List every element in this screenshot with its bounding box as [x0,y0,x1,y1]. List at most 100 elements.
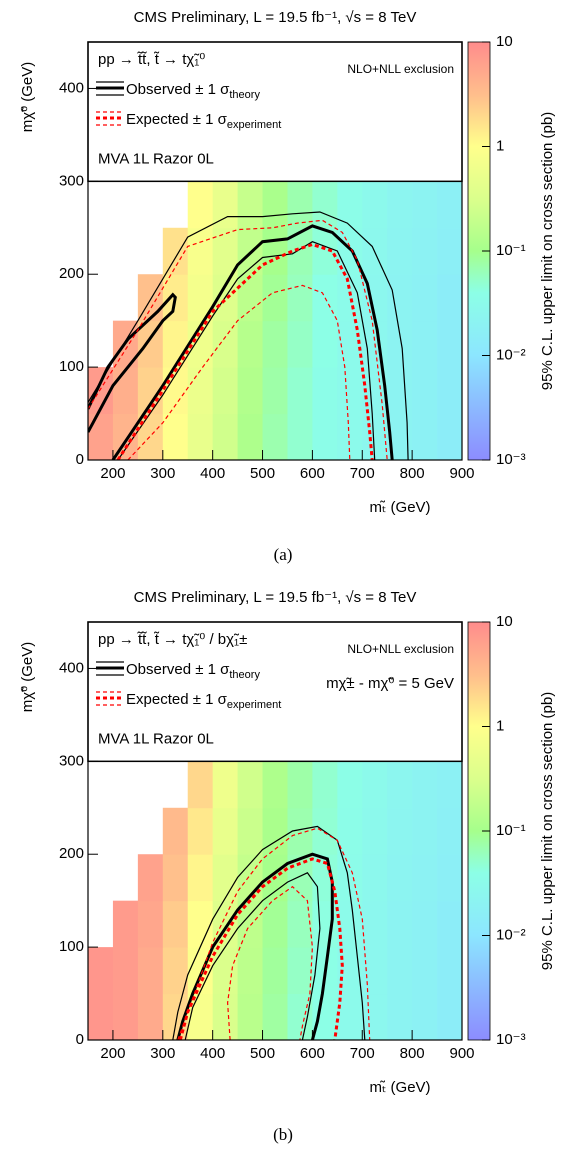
heatmap-cell [412,807,438,855]
heatmap-cell [162,413,189,461]
heatmap-cell [312,900,338,948]
legend-entry: Expected ± 1 σexperiment [126,111,281,131]
heatmap-cell [262,367,288,415]
contour-line [88,292,177,433]
process-label: pp → t̃t̃, t̃ → tχ̃₁⁰ [98,51,205,68]
legend-sub: experiment [227,119,281,131]
legend-sub: experiment [227,699,281,711]
heatmap-cell [137,993,164,1041]
x-tick-label: 700 [350,465,375,482]
heatmap-cell [112,993,139,1041]
legend-entry: Expected ± 1 σexperiment [126,691,281,711]
heatmap-cell [337,413,363,461]
heatmap-cell [137,900,164,948]
heatmap-cell [312,993,338,1041]
heatmap-cell [337,807,363,855]
heatmap-cell [137,854,164,902]
heatmap-cell [212,761,239,809]
y-tick-label: 0 [76,1031,84,1048]
analysis-label: MVA 1L Razor 0L [98,150,214,167]
heatmap-cell [437,413,463,461]
y-tick-label: 400 [59,659,84,676]
colorbar-tick-label: 10⁻³ [496,1031,526,1048]
heatmap-cell [437,761,463,809]
y-tick-label: 300 [59,752,84,769]
heatmap-cell [187,854,214,902]
heatmap-cell [412,993,438,1041]
legend-text: Expected ± 1 σ [126,691,228,708]
y-tick-label: 100 [59,358,84,375]
heatmap-cell [362,761,388,809]
y-tick-label: 300 [59,172,84,189]
x-tick-label: 200 [100,465,125,482]
heatmap-cell [162,320,189,368]
heatmap-cell [337,761,363,809]
heatmap-cell [412,181,438,229]
heatmap-cell [112,900,139,948]
colorbar-label: 95% C.L. upper limit on cross section (p… [539,112,556,390]
contour-line [88,211,409,460]
header: CMS Preliminary, L = 19.5 fb⁻¹, √s = 8 T… [134,9,417,26]
heatmap-cell [262,947,288,995]
heatmap-cell [387,274,413,322]
mass-note: mχ̃± - mχ̃⁰ = 5 GeV [326,675,454,692]
heatmap-cell [337,993,363,1041]
heatmap-cell [237,274,264,322]
caption: (b) [273,1125,293,1144]
contour-line [88,219,388,460]
heatmap-cell [112,947,139,995]
heatmap-cell [287,367,313,415]
heatmap-cell [287,413,313,461]
x-axis-label: mₜ̃ (GeV) [369,499,430,516]
heatmap-cell [112,367,139,415]
y-tick-label: 200 [59,265,84,282]
heatmap-cell [412,947,438,995]
heatmap-cell [287,761,313,809]
legend-text: Expected ± 1 σ [126,111,228,128]
legend-box [87,41,463,183]
contour-line [172,825,366,1040]
heatmap-cell [362,993,388,1041]
heatmap-cell [187,993,214,1041]
heatmap-cell [387,807,413,855]
heatmap-cell [162,947,189,995]
x-tick-label: 600 [300,465,325,482]
heatmap-cell [312,761,338,809]
heatmap-cell [437,274,463,322]
heatmap-cell [387,181,413,229]
heatmap-cell [237,320,264,368]
contour-line [116,242,374,460]
heatmap-cell [237,761,264,809]
heatmap-cell [212,993,239,1041]
contour-line [111,224,394,460]
analysis-label: MVA 1L Razor 0L [98,730,214,747]
heatmap-cell [337,900,363,948]
heatmap-cell [412,900,438,948]
heatmap-cell [162,900,189,948]
heatmap-cell [412,227,438,275]
heatmap-cell [137,413,164,461]
heatmap-cell [437,947,463,995]
heatmap-cell [412,367,438,415]
heatmap-cell [387,900,413,948]
heatmap-cell [212,413,239,461]
heatmap-cell [287,181,313,229]
colorbar-tick-label: 10⁻³ [496,451,526,468]
heatmap-cell [312,367,338,415]
heatmap-cell [262,900,288,948]
heatmap-cell [88,413,114,461]
heatmap-cell [262,413,288,461]
heatmap-cell [212,227,239,275]
heatmap-cell [412,413,438,461]
heatmap-cell [187,181,214,229]
heatmap-cell [412,274,438,322]
contour-line [178,857,344,1040]
heatmap-cell [387,947,413,995]
heatmap-cell [212,854,239,902]
heatmap-cell [287,320,313,368]
heatmap-cell [287,900,313,948]
x-tick-label: 900 [449,1045,474,1062]
x-tick-label: 900 [449,465,474,482]
heatmap-cell [237,181,264,229]
